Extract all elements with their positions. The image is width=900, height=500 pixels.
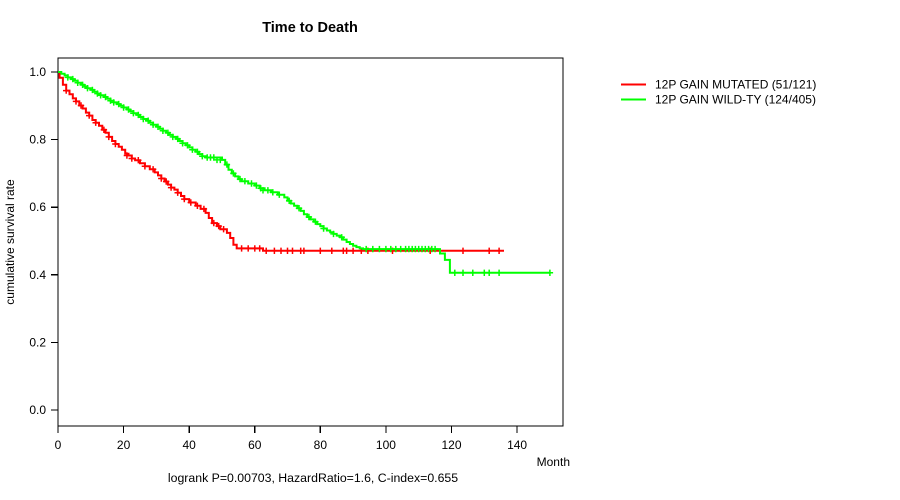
x-tick-label: 80 [314, 438, 328, 452]
survival-curve-wildtype [58, 71, 550, 274]
plot-box [57, 57, 564, 427]
legend-item-wildtype: 12P GAIN WILD-TY (124/405) [655, 93, 816, 107]
x-tick-label: 60 [248, 438, 262, 452]
survival-curves [58, 71, 554, 276]
y-tick-label: 1.0 [29, 65, 46, 79]
legend-label-wildtype: 12P GAIN WILD-TY (124/405) [655, 93, 816, 107]
survival-curve-mutated [58, 71, 504, 252]
x-axis-title: Month [537, 455, 570, 469]
footer-stats: logrank P=0.00703, HazardRatio=1.6, C-in… [168, 471, 458, 485]
legend-label-mutated: 12P GAIN MUTATED (51/121) [655, 78, 816, 92]
y-axis-title: cumulative survival rate [3, 179, 17, 305]
y-tick-label: 0.8 [29, 133, 46, 147]
legend: 12P GAIN MUTATED (51/121) 12P GAIN WILD-… [621, 78, 816, 107]
y-tick-label: 0.0 [29, 403, 46, 417]
censor-marks-wildtype [64, 74, 554, 276]
legend-item-mutated: 12P GAIN MUTATED (51/121) [655, 78, 816, 92]
x-axis-ticks: 0 20 40 60 80 100 120 140 [55, 426, 527, 452]
x-tick-label: 40 [182, 438, 196, 452]
y-tick-label: 0.4 [29, 268, 46, 282]
x-tick-label: 100 [376, 438, 396, 452]
x-tick-label: 20 [117, 438, 131, 452]
censor-marks-mutated [63, 87, 503, 254]
x-tick-label: 140 [507, 438, 527, 452]
x-tick-label: 0 [55, 438, 62, 452]
y-tick-label: 0.2 [29, 335, 46, 349]
chart-title: Time to Death [262, 20, 358, 36]
x-tick-label: 120 [441, 438, 461, 452]
y-axis-ticks: 1.0 0.8 0.6 0.4 0.2 0.0 [29, 65, 58, 417]
y-tick-label: 0.6 [29, 200, 46, 214]
